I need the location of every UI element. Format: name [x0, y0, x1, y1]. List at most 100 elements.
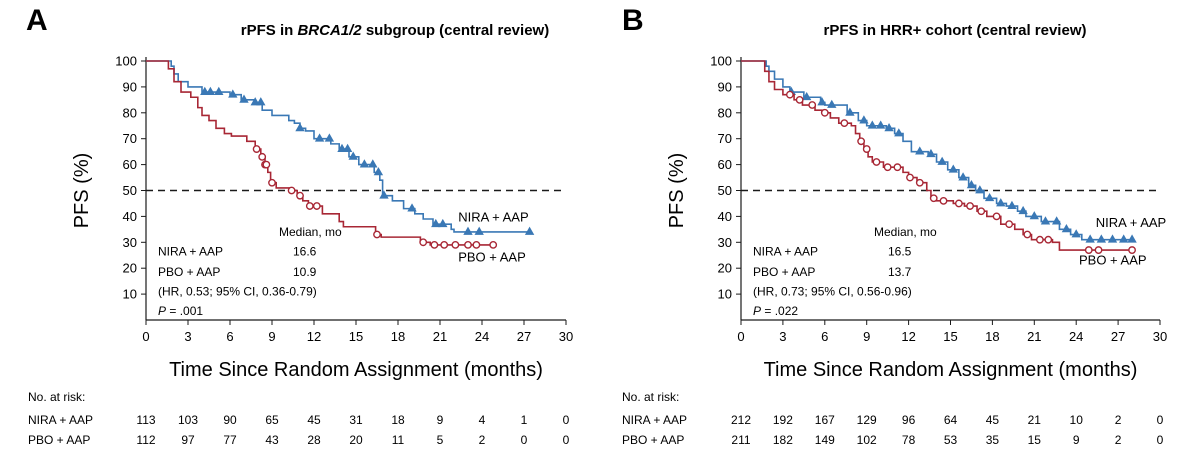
y-tick-label: 40 — [123, 209, 137, 224]
censor-mark-circle — [287, 186, 296, 195]
median-header: Median, mo — [874, 225, 937, 239]
censor-mark-circle — [430, 240, 439, 249]
censor-mark-triangle — [407, 203, 417, 212]
censor-mark-triangle — [200, 86, 210, 95]
y-tick-label: 40 — [718, 209, 732, 224]
series-label: NIRA + AAP — [1096, 215, 1166, 230]
censor-mark-triangle — [431, 218, 441, 228]
censor-mark-circle — [840, 119, 849, 128]
censor-mark-triangle — [359, 159, 370, 168]
stats-row-value: 10.9 — [293, 265, 317, 279]
chart-title-italic: BRCA1/2 — [297, 22, 362, 39]
x-tick-label: 0 — [142, 329, 149, 344]
censor-mark-triangle — [875, 120, 886, 129]
censor-mark-triangle — [827, 99, 837, 108]
x-tick-label: 15 — [349, 329, 363, 344]
censor-mark-circle — [1094, 246, 1103, 254]
risk-table-cell: 129 — [857, 413, 877, 427]
censor-mark-circle — [262, 160, 271, 169]
censor-mark-triangle — [1096, 234, 1107, 243]
censor-mark-triangle — [228, 89, 238, 98]
risk-table-cell: 10 — [1070, 413, 1084, 427]
x-axis-label: Time Since Random Assignment (months) — [169, 359, 543, 381]
x-tick-label: 12 — [901, 329, 915, 344]
y-tick-label: 70 — [718, 131, 732, 146]
y-tick-label: 90 — [123, 79, 137, 94]
hazard-ratio-text: (HR, 0.53; 95% CI, 0.36-0.79) — [158, 285, 317, 299]
stats-row-value: 16.5 — [888, 244, 912, 258]
censor-mark-circle — [451, 240, 460, 249]
chart-title-part: subgroup (central review) — [362, 22, 550, 39]
risk-table-cell: 0 — [521, 433, 528, 447]
censor-mark-triangle — [379, 190, 389, 199]
censor-mark-circle — [296, 191, 304, 200]
y-axis-label: PFS (%) — [666, 153, 688, 229]
censor-mark-circle — [883, 163, 892, 172]
censor-mark-triangle — [845, 107, 855, 116]
censor-mark-triangle — [463, 226, 473, 235]
risk-table-cell: 28 — [307, 433, 321, 447]
censor-mark-circle — [1023, 230, 1032, 239]
censor-mark-triangle — [884, 123, 894, 132]
censor-mark-circle — [939, 196, 948, 205]
censor-mark-circle — [857, 137, 866, 146]
series-label: PBO + AAP — [1079, 252, 1147, 267]
risk-table-cell: 149 — [815, 433, 835, 447]
censor-mark-triangle — [975, 185, 985, 194]
censor-mark-circle — [464, 240, 472, 249]
risk-table-cell: 18 — [391, 413, 405, 427]
censor-mark-triangle — [984, 192, 995, 202]
y-tick-label: 80 — [718, 105, 732, 120]
censor-mark-circle — [820, 108, 829, 117]
censor-mark-triangle — [937, 156, 947, 165]
censor-mark-circle — [915, 178, 924, 187]
panel-letter: B — [622, 4, 644, 37]
median-header: Median, mo — [279, 225, 342, 239]
risk-table-cell: 35 — [986, 433, 1000, 447]
series-label: NIRA + AAP — [458, 210, 528, 225]
risk-table-cell: 90 — [223, 413, 237, 427]
censor-mark-triangle — [1007, 200, 1017, 209]
chart-title: rPFS in HRR+ cohort (central review) — [824, 22, 1087, 39]
risk-table-cell: 1 — [521, 413, 528, 427]
censor-mark-triangle — [1107, 234, 1118, 243]
risk-table-cell: 31 — [349, 413, 363, 427]
censor-mark-triangle — [474, 226, 484, 235]
censor-mark-circle — [419, 238, 428, 247]
censor-mark-triangle — [867, 120, 877, 129]
x-tick-label: 30 — [559, 329, 573, 344]
stats-row-label: NIRA + AAP — [753, 244, 818, 258]
x-tick-label: 21 — [433, 329, 447, 344]
x-tick-label: 18 — [391, 329, 405, 344]
risk-table-cell: 112 — [136, 433, 155, 447]
hazard-ratio-text: (HR, 0.73; 95% CI, 0.56-0.96) — [753, 285, 912, 299]
censor-mark-triangle — [1040, 216, 1051, 225]
risk-table-cell: 53 — [944, 433, 958, 447]
stats-row-value: 16.6 — [293, 244, 317, 258]
risk-table-cell: 96 — [902, 413, 916, 427]
risk-table-cell: 15 — [1028, 433, 1042, 447]
y-tick-label: 70 — [123, 131, 137, 146]
x-tick-label: 3 — [779, 329, 786, 344]
y-tick-label: 50 — [718, 183, 732, 198]
p-value-number: = .022 — [761, 304, 798, 318]
p-value-text: P = .022 — [753, 304, 798, 318]
censor-mark-circle — [252, 145, 261, 153]
series-line-nira — [741, 60, 1133, 241]
censor-mark-circle — [489, 240, 498, 249]
y-tick-label: 100 — [710, 54, 732, 69]
y-tick-label: 90 — [718, 79, 732, 94]
censor-mark-triangle — [205, 86, 216, 95]
censor-mark-triangle — [966, 180, 977, 189]
censor-mark-triangle — [1085, 234, 1095, 243]
y-tick-label: 30 — [718, 235, 732, 250]
censor-mark-circle — [966, 202, 974, 210]
censor-mark-circle — [977, 207, 986, 216]
series-line-nira — [146, 60, 530, 233]
censor-mark-circle — [472, 240, 481, 249]
x-tick-label: 18 — [985, 329, 999, 344]
series-label: PBO + AAP — [458, 250, 526, 265]
y-tick-label: 50 — [123, 183, 137, 198]
risk-table-row-label: NIRA + AAP — [622, 413, 687, 427]
censor-mark-triangle — [250, 97, 260, 106]
